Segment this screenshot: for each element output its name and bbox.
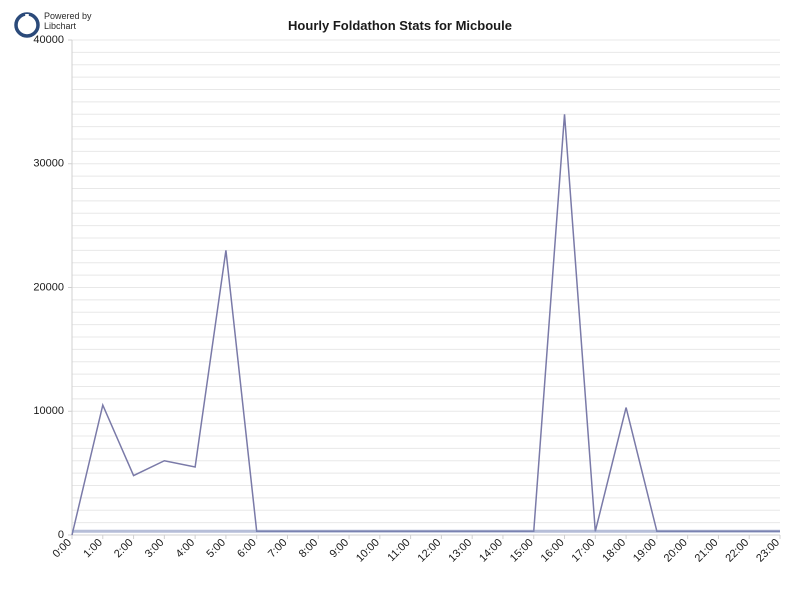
ytick-label: 30000 [33,158,64,170]
xtick-label: 13:00 [446,537,474,565]
xtick-label: 9:00 [328,537,352,561]
xtick-label: 20:00 [662,537,690,565]
chart-container: Powered by Libchart Hourly Foldathon Sta… [0,0,800,600]
xtick-label: 15:00 [508,537,536,565]
xtick-label: 18:00 [600,537,628,565]
xtick-label: 23:00 [754,537,782,565]
line-chart: 010000200003000040000 0:001:002:003:004:… [0,0,800,600]
gridlines [72,40,780,535]
xaxis-ticks: 0:00 1:00 2:00 3:00 4:005:00 6:00 7:00 8:00 9:00… [50,535,782,565]
xtick-label: 5:00 [204,537,228,561]
xtick-label: 10:00 [354,537,382,565]
xtick-label: 6:00 [235,537,259,561]
xtick-label: 2:00 [112,537,136,561]
xtick-label: 11:00 [385,537,412,564]
xtick-label: 4:00 [174,537,198,561]
xtick-label: 8:00 [297,537,321,561]
xtick-label: 16:00 [539,537,567,565]
xtick-label: 22:00 [723,537,751,565]
ytick-label: 40000 [33,34,64,46]
xtick-label: 12:00 [416,537,444,565]
xtick-label: 19:00 [631,537,659,565]
xtick-label: 0:00 [50,537,74,561]
xtick-label: 14:00 [477,537,505,565]
xtick-label: 7:00 [266,537,290,561]
ytick-label: 10000 [33,405,64,417]
xtick-label: 3:00 [143,537,167,561]
ytick-label: 20000 [33,281,64,293]
xtick-label: 1:00 [81,537,105,561]
xtick-label: 17:00 [569,537,597,565]
xtick-label: 21:00 [693,537,721,565]
yaxis-ticks: 010000200003000040000 [33,34,72,541]
